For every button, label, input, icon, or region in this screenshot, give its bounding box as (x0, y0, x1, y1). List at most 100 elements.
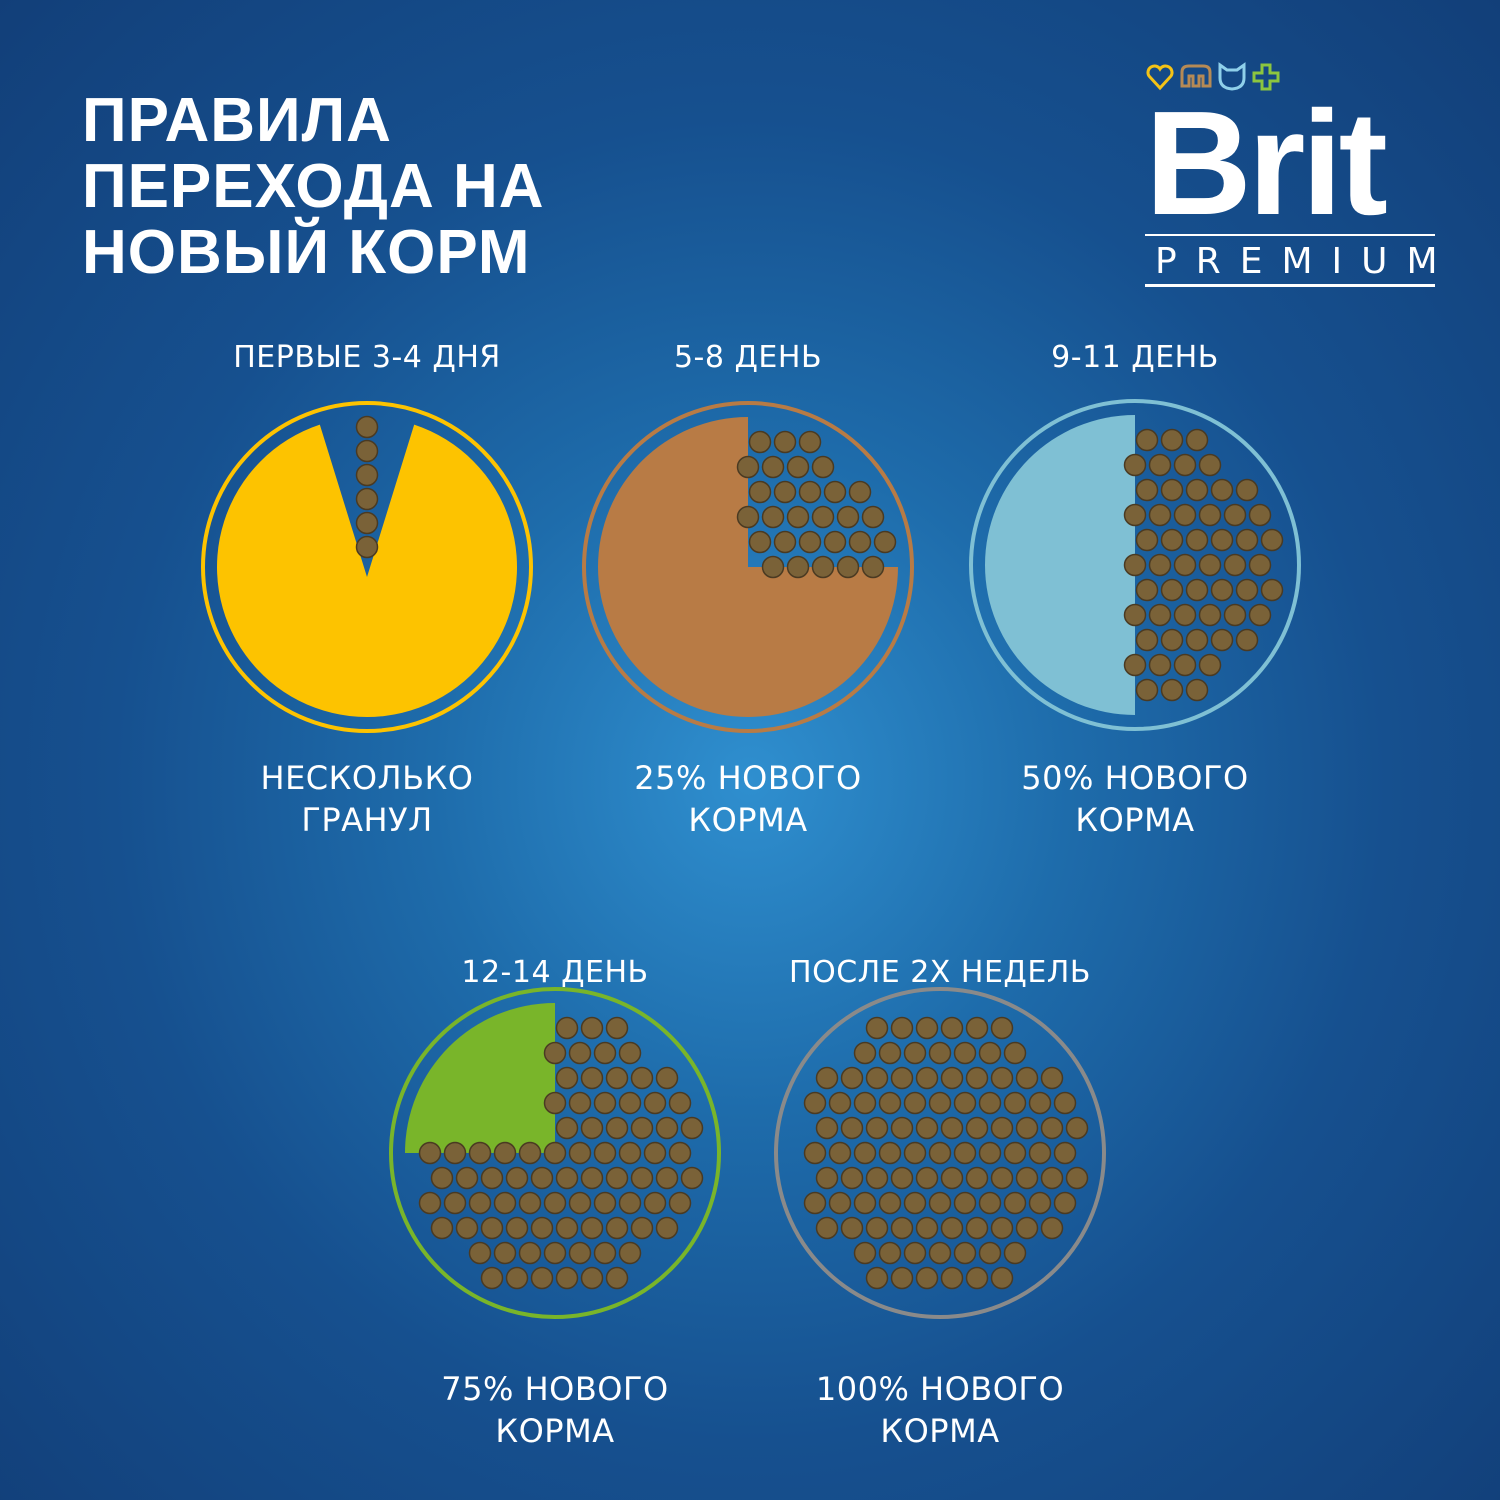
kibble (815, 1066, 839, 1090)
kibble (493, 1191, 517, 1215)
kibble (455, 1166, 479, 1190)
kibble (1135, 578, 1159, 602)
kibble (1248, 603, 1272, 627)
kibble (1235, 528, 1259, 552)
kibble (803, 1191, 827, 1215)
kibble (761, 505, 785, 529)
kibble (865, 1016, 889, 1040)
kibble (1065, 1116, 1089, 1140)
stage-period: 9-11 ДЕНЬ (1051, 340, 1219, 375)
kibble (555, 1016, 579, 1040)
kibble (1173, 603, 1197, 627)
kibble (355, 415, 379, 439)
stage-5: ПОСЛЕ 2Х НЕДЕЛЬ (730, 955, 1150, 990)
kibble (1160, 478, 1184, 502)
kibble (1173, 653, 1197, 677)
kibble (1235, 478, 1259, 502)
kibble (1185, 528, 1209, 552)
kibble (605, 1016, 629, 1040)
outer-ring (969, 399, 1301, 731)
kibble (848, 480, 872, 504)
kibble (1135, 428, 1159, 452)
kibble (990, 1216, 1014, 1240)
kibble (1028, 1091, 1052, 1115)
stage-1: ПЕРВЫЕ 3-4 ДНЯ (157, 340, 577, 375)
kibble (668, 1191, 692, 1215)
kibble (580, 1266, 604, 1290)
kibble (1015, 1166, 1039, 1190)
kibble (593, 1241, 617, 1265)
kibble (878, 1091, 902, 1115)
kibble (890, 1166, 914, 1190)
kibble (761, 455, 785, 479)
kibble (543, 1191, 567, 1215)
stage-period: 5-8 ДЕНЬ (673, 340, 823, 375)
kibble (555, 1066, 579, 1090)
kibble (493, 1141, 517, 1165)
kibble (811, 455, 835, 479)
kibble (786, 455, 810, 479)
kibble (1123, 603, 1147, 627)
kibble (568, 1091, 592, 1115)
kibble (1198, 653, 1222, 677)
kibble (418, 1191, 442, 1215)
kibble (518, 1141, 542, 1165)
kibble (1040, 1166, 1064, 1190)
kibble (480, 1216, 504, 1240)
food-mix-circle (201, 401, 533, 733)
kibble (1148, 553, 1172, 577)
kibble (773, 430, 797, 454)
kibble (990, 1266, 1014, 1290)
kibble (1160, 678, 1184, 702)
stage-caption: 75% НОВОГО КОРМА (345, 1368, 765, 1452)
kibble (630, 1166, 654, 1190)
stage-caption: 50% НОВОГО КОРМА (925, 757, 1345, 841)
kibble (865, 1166, 889, 1190)
food-mix-circle (969, 399, 1301, 731)
kibble (940, 1116, 964, 1140)
kibble (798, 530, 822, 554)
kibble (915, 1216, 939, 1240)
kibble (1040, 1116, 1064, 1140)
kibble (1160, 578, 1184, 602)
caption-line: КОРМА (1075, 801, 1195, 839)
old-food-area (405, 1003, 555, 1153)
kibble (1185, 578, 1209, 602)
kibble (928, 1191, 952, 1215)
food-mix-circle (389, 987, 721, 1319)
kibble (748, 480, 772, 504)
kibble (840, 1166, 864, 1190)
kibble (890, 1066, 914, 1090)
kibble (543, 1091, 567, 1115)
kibble (761, 555, 785, 579)
kibble (430, 1216, 454, 1240)
kibble (803, 1091, 827, 1115)
kibble (1028, 1141, 1052, 1165)
kibble (978, 1241, 1002, 1265)
kibble (1260, 528, 1284, 552)
kibble (990, 1116, 1014, 1140)
kibble (1003, 1191, 1027, 1215)
kibble (953, 1241, 977, 1265)
kibble (890, 1216, 914, 1240)
outer-ring (774, 987, 1106, 1319)
kibble (1003, 1091, 1027, 1115)
kibble (430, 1166, 454, 1190)
kibble (953, 1041, 977, 1065)
plus-icon (1252, 63, 1280, 91)
kibble (890, 1116, 914, 1140)
stage-caption: 100% НОВОГО КОРМА (730, 1368, 1150, 1452)
cat-icon (1218, 62, 1246, 91)
kibble (1185, 678, 1209, 702)
kibble (568, 1191, 592, 1215)
kibble (928, 1141, 952, 1165)
kibble (815, 1166, 839, 1190)
kibble (505, 1216, 529, 1240)
kibble (605, 1216, 629, 1240)
kibble (1160, 528, 1184, 552)
brand-line: PREMIUM (1145, 234, 1438, 287)
kibble (1210, 478, 1234, 502)
kibble (828, 1141, 852, 1165)
kibble (580, 1016, 604, 1040)
kibble (1198, 453, 1222, 477)
